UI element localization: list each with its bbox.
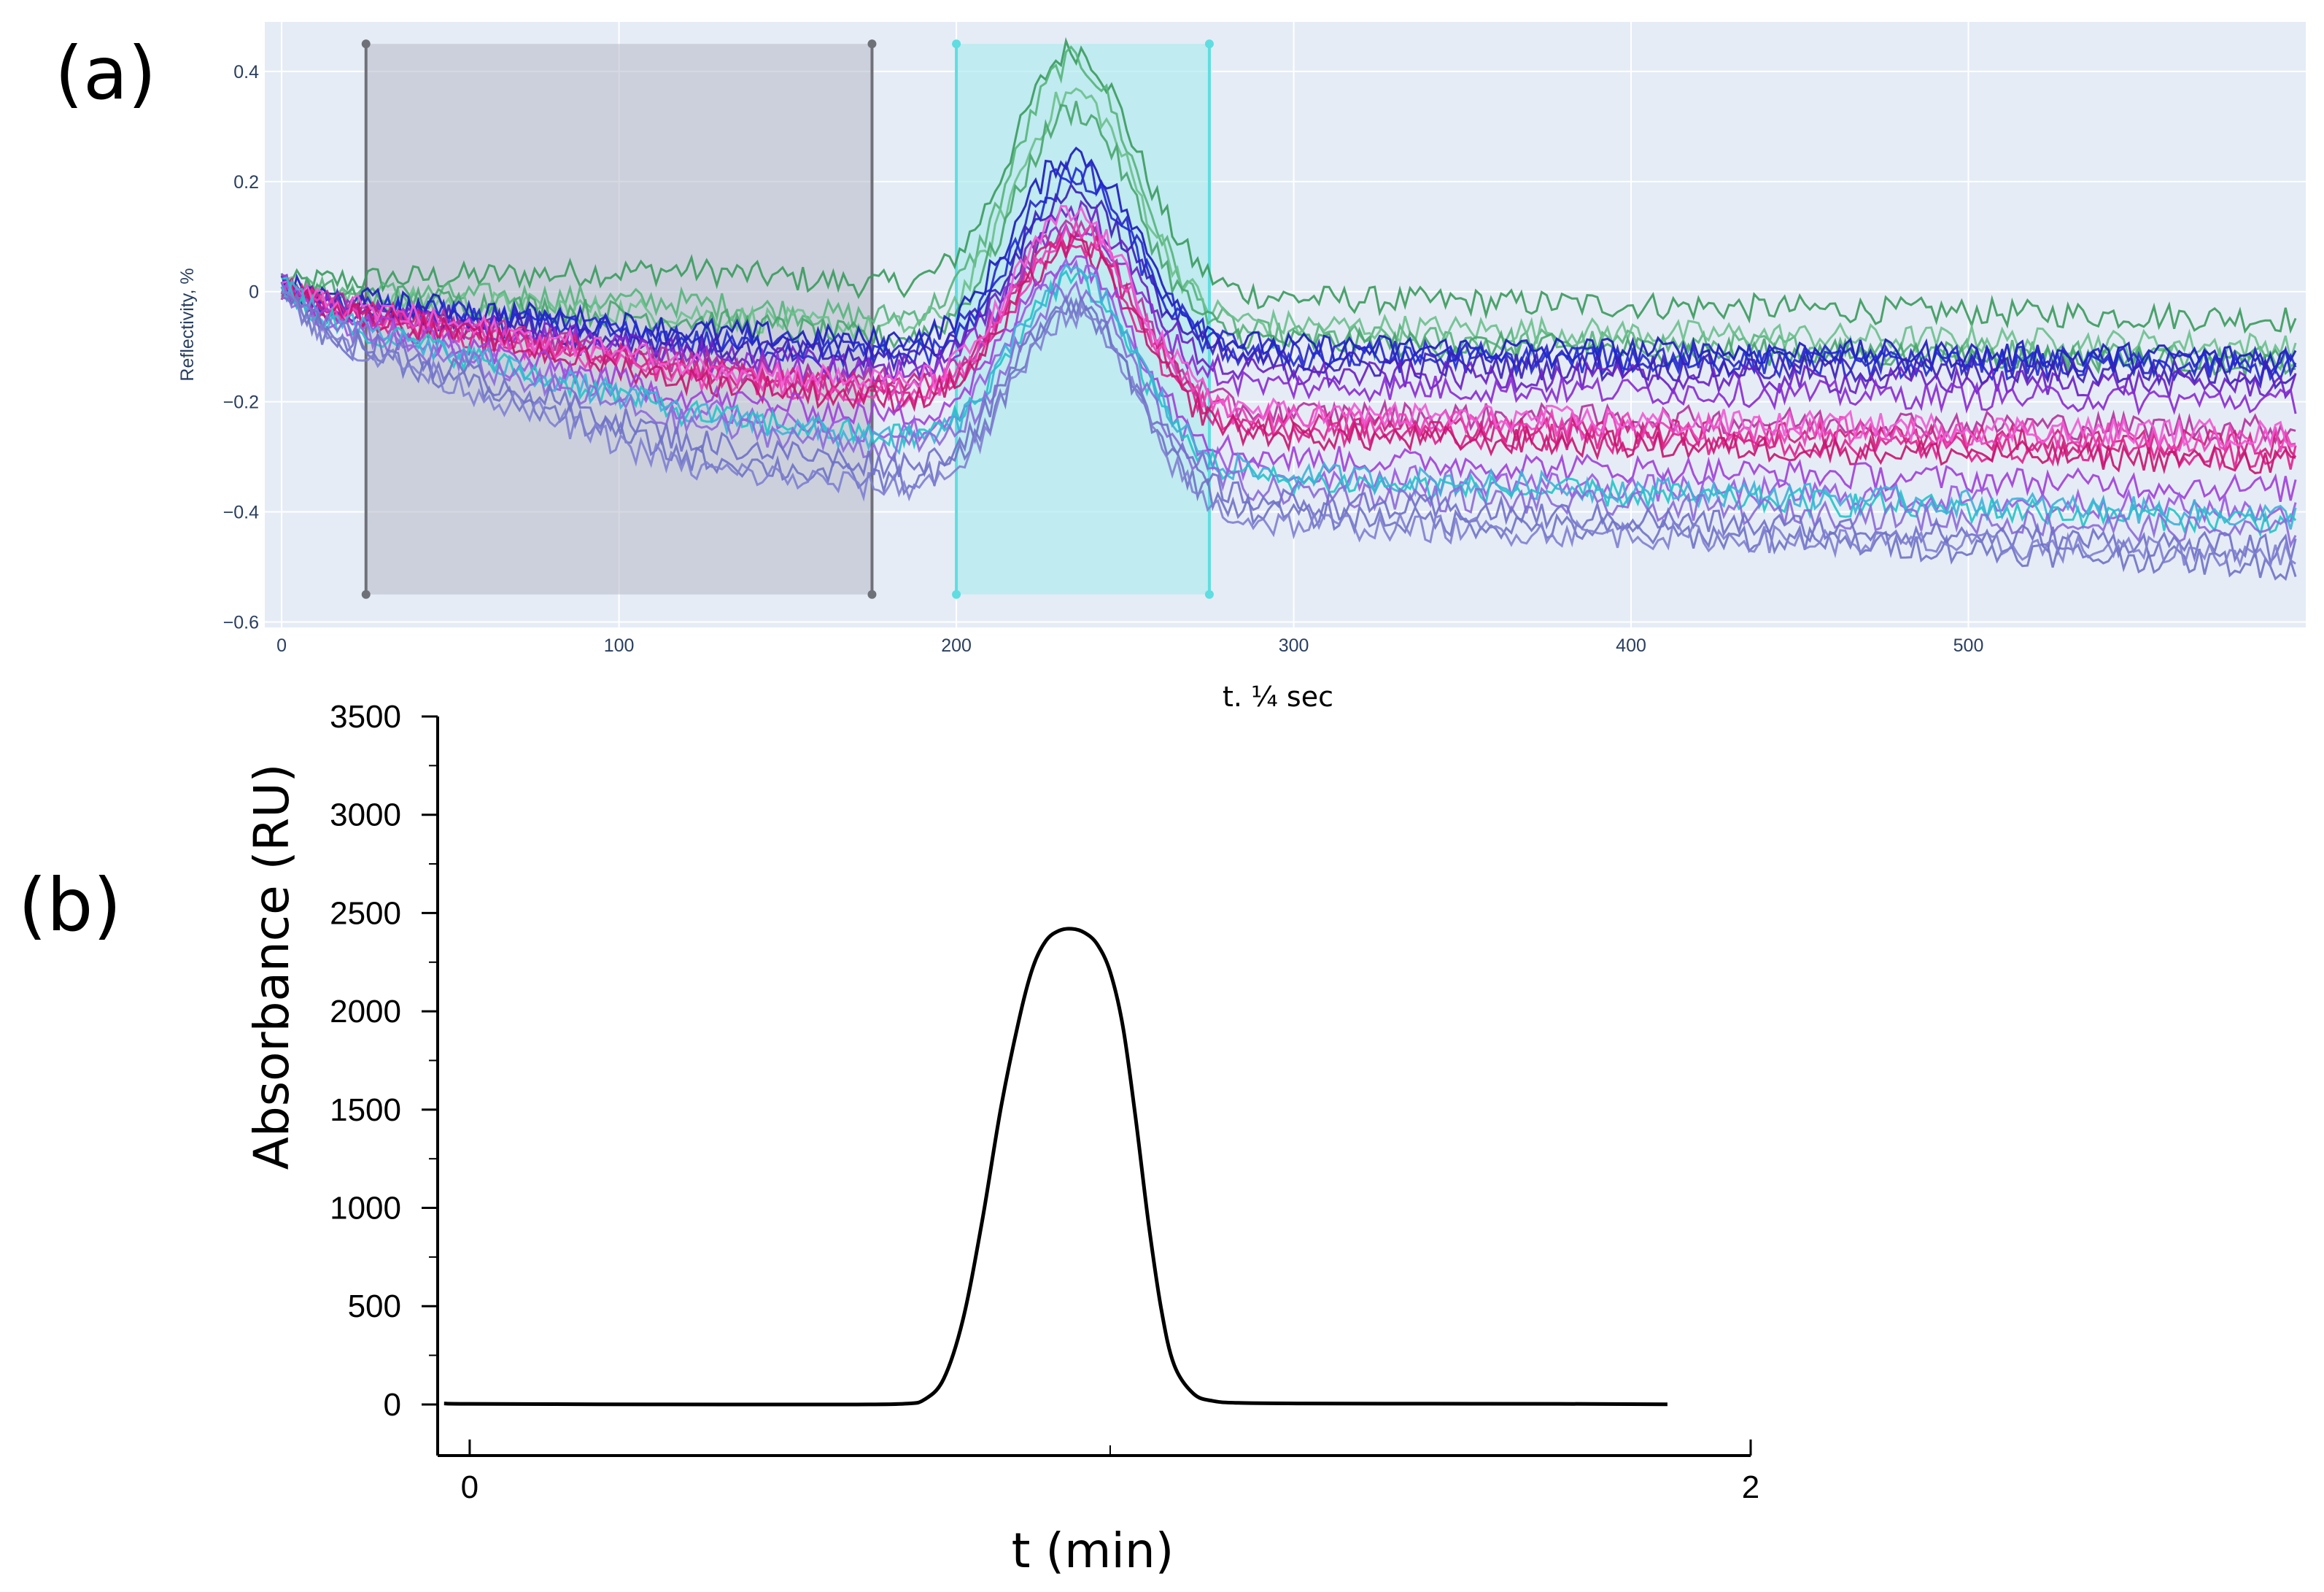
- y-tick-label-a: −0.6: [223, 612, 259, 633]
- x-tick-label-a: 100: [604, 635, 635, 656]
- series-line-s17: [281, 255, 2297, 502]
- x-tick-label-a: 0: [276, 635, 287, 656]
- chart-a: 0 100 200 300 400 500 −0.6 −0.4 −0.2 0 0.2 0.4 Refl…: [177, 22, 2306, 713]
- y-tick-label-a: 0.4: [233, 62, 259, 82]
- y-tick-label-a: 0.2: [233, 172, 259, 193]
- y-tick-label-b: 3000: [330, 797, 401, 833]
- y-axis-label-b: Absorbance (RU): [244, 764, 300, 1170]
- y-tick-label-b: 1500: [330, 1092, 401, 1128]
- y-tick-label-b: 2500: [330, 895, 401, 931]
- series-line-s21: [280, 279, 2297, 549]
- x-axis-label-b: t (min): [1012, 1523, 1174, 1579]
- ticks-b: 0 500 1000 1500 2000 2500 3000 3500 0 2: [330, 699, 1759, 1505]
- y-tick-label-b: 3500: [330, 699, 401, 735]
- x-tick-label-a: 400: [1616, 635, 1646, 656]
- selection-1-handle: [361, 590, 371, 599]
- panel-label-a: (a): [55, 31, 156, 116]
- x-tick-label-b: 2: [1742, 1469, 1759, 1505]
- series-line-s24: [281, 290, 2296, 569]
- series-lines-a: [280, 36, 2297, 581]
- y-tick-label-a: −0.2: [223, 393, 259, 413]
- ticks-a: 0 100 200 300 400 500 −0.6 −0.4 −0.2 0 0.2 0.4: [223, 62, 1984, 656]
- series-line-s1: [280, 36, 2297, 334]
- series-line-s7: [281, 166, 2297, 385]
- axes-b: [436, 716, 1751, 1457]
- selection-1-handle: [361, 39, 371, 49]
- selection-2-handle: [952, 39, 961, 49]
- series-line-s10: [281, 222, 2297, 416]
- x-tick-label-b: 0: [461, 1469, 479, 1505]
- series-line-s15: [281, 204, 2296, 450]
- selection-2-handle: [1204, 39, 1214, 49]
- selection-1-handle: [867, 39, 877, 49]
- y-tick-label-b: 0: [384, 1387, 401, 1423]
- series-line-s9: [281, 199, 2297, 400]
- chart-b: 0 500 1000 1500 2000 2500 3000 3500 0 2 Absorbanc…: [244, 699, 1759, 1579]
- y-tick-label-b: 500: [348, 1288, 401, 1324]
- y-axis-label-a: Reflectivity, %: [177, 268, 198, 381]
- series-line-s13: [280, 231, 2297, 472]
- series-line-s3: [280, 87, 2297, 363]
- series-line-s4: [280, 101, 2296, 377]
- y-tick-label-a: −0.4: [223, 503, 259, 523]
- series-line-s20: [280, 263, 2297, 530]
- y-tick-label-a: 0: [249, 282, 259, 303]
- panel-label-b: (b): [18, 862, 122, 948]
- selection-1-handle: [867, 590, 877, 599]
- x-tick-label-a: 300: [1279, 635, 1309, 656]
- series-absorbance: [444, 927, 1668, 1407]
- x-axis-label-a: t. ¼ sec: [1223, 681, 1333, 713]
- x-tick-label-a: 200: [941, 635, 972, 656]
- y-tick-label-b: 2000: [330, 994, 401, 1029]
- series-line-s22: [281, 291, 2297, 565]
- y-tick-label-b: 1000: [330, 1191, 401, 1226]
- x-tick-label-a: 500: [1953, 635, 1984, 656]
- selection-2-handle: [1204, 590, 1214, 599]
- selection-2-handle: [952, 590, 961, 599]
